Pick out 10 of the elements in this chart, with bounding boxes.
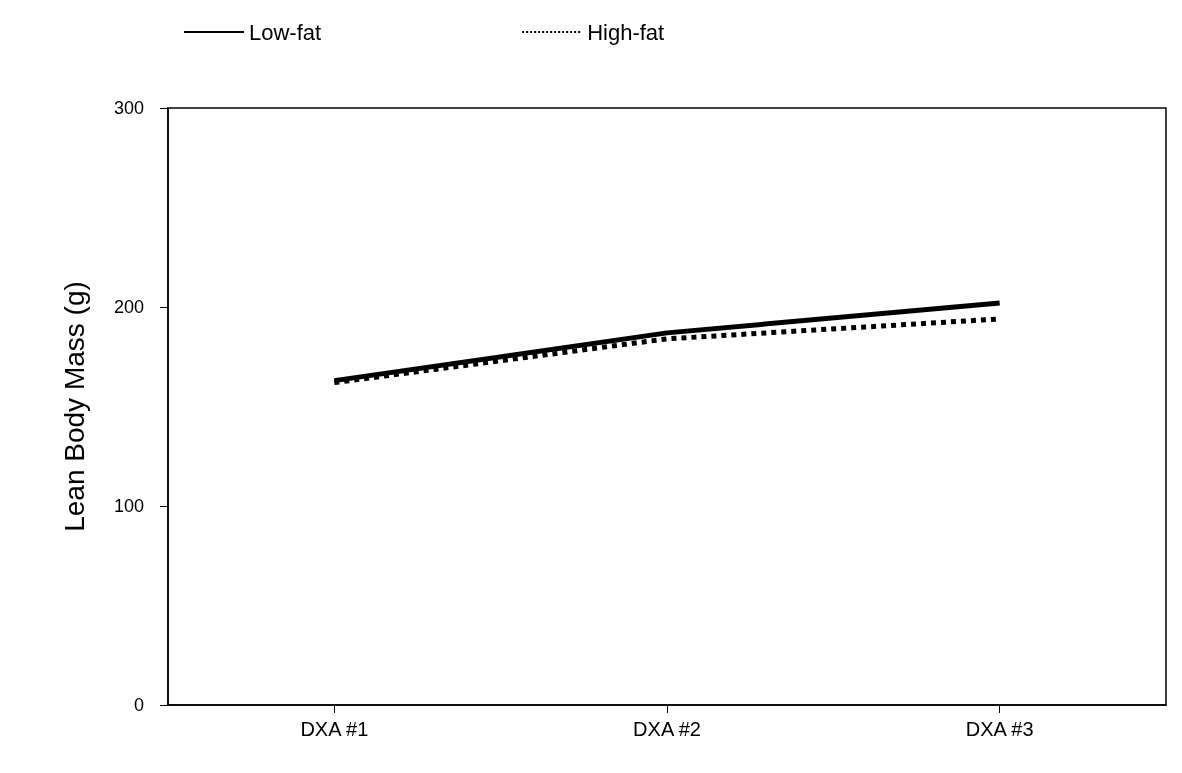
x-tick-label: DXA #2 xyxy=(633,718,701,740)
y-tick-label: 100 xyxy=(113,496,144,516)
legend-label: High-fat xyxy=(587,19,665,45)
y-tick-label: 200 xyxy=(113,297,144,317)
legend-label: Low-fat xyxy=(249,19,322,45)
y-tick-label: 300 xyxy=(113,98,144,118)
x-tick-label: DXA #1 xyxy=(300,718,369,740)
x-tick-label: DXA #3 xyxy=(965,718,1034,740)
y-tick-label: 0 xyxy=(133,695,144,715)
y-axis-title: Lean Body Mass (g) xyxy=(58,281,90,532)
